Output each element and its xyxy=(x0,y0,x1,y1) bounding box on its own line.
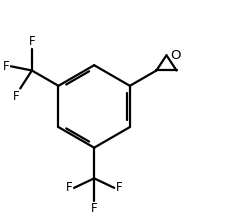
Text: F: F xyxy=(12,90,19,102)
Text: O: O xyxy=(170,49,180,62)
Text: F: F xyxy=(90,202,97,215)
Text: F: F xyxy=(2,60,9,73)
Text: F: F xyxy=(65,181,72,194)
Text: F: F xyxy=(116,181,122,194)
Text: F: F xyxy=(28,35,35,48)
